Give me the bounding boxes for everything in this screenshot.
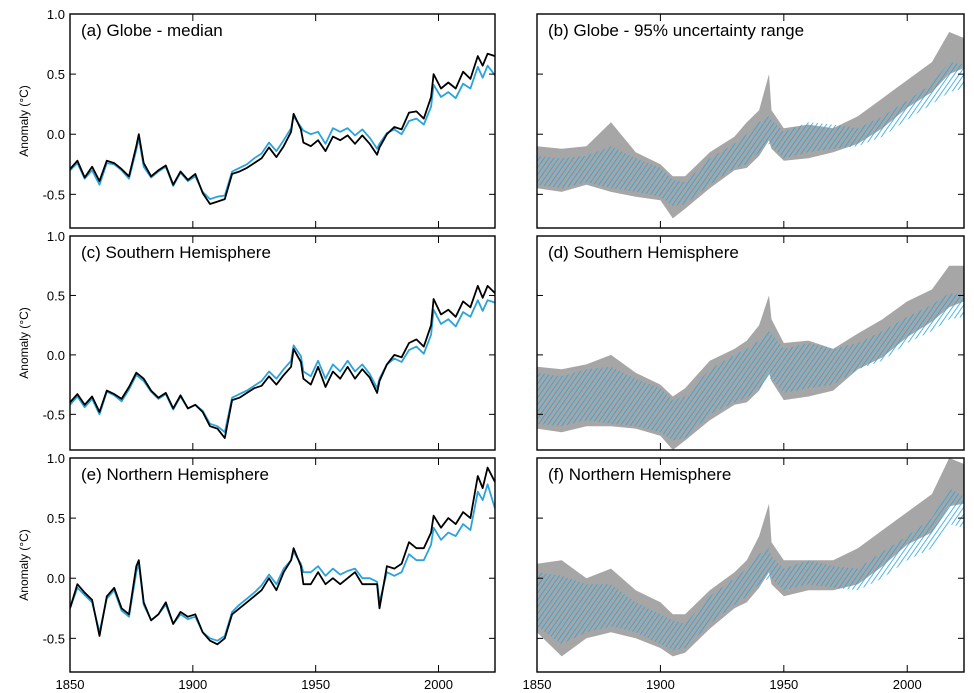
band-blue-b <box>537 62 964 207</box>
ytick-label-a-3: -0.5 <box>43 187 65 202</box>
panel-title-e: (e) Northern Hemisphere <box>81 465 269 484</box>
panel-frame-d <box>536 235 965 451</box>
xtick-label-f-3: 2000 <box>893 677 922 692</box>
xtick-label-f-0: 1850 <box>523 677 552 692</box>
panel-title-d: (d) Southern Hemisphere <box>548 243 739 262</box>
plot-area-f <box>537 458 964 657</box>
y-axis-label-c: Anomaly (°C) <box>17 307 31 378</box>
ytick-label-e-0: 1.0 <box>47 451 65 466</box>
panel-frame-e <box>69 457 496 673</box>
band-grey-b <box>537 32 964 219</box>
y-axis-label-a: Anomaly (°C) <box>17 85 31 156</box>
ytick-label-c-0: 1.0 <box>47 229 65 244</box>
plot-area-b <box>537 32 964 219</box>
ytick-label-e-2: 0.0 <box>47 571 65 586</box>
ytick-label-c-2: 0.0 <box>47 348 65 363</box>
plot-area-d <box>537 265 964 450</box>
plot-area-e <box>70 466 495 646</box>
xtick-label-e-3: 2000 <box>424 677 453 692</box>
xtick-label-e-2: 1950 <box>301 677 330 692</box>
panel-f: 1850 1900 1950 2000 (f) Northern Hemisphere <box>523 457 965 692</box>
ytick-label-e-3: -0.5 <box>43 631 65 646</box>
plot-area-c <box>70 284 495 440</box>
series-line-black-a <box>70 52 495 205</box>
xtick-label-e-0: 1850 <box>56 677 85 692</box>
series-line-black-c <box>70 284 495 440</box>
series-line-black-e <box>70 466 495 646</box>
panel-e: 1.0 0.5 0.0 -0.5 1850 1900 1950 2000 (e) Norther… <box>17 451 496 692</box>
ytick-label-c-3: -0.5 <box>43 407 65 422</box>
ytick-label-e-1: 0.5 <box>47 511 65 526</box>
band-blue-d <box>537 293 964 441</box>
series-line-blue-e <box>70 483 495 642</box>
series-line-blue-a <box>70 64 495 201</box>
panel-frame-a <box>69 13 496 229</box>
panel-title-f: (f) Northern Hemisphere <box>548 465 731 484</box>
panel-c: 1.0 0.5 0.0 -0.5 (c) Southern Hemisphere Anom… <box>17 229 496 451</box>
panel-title-c: (c) Southern Hemisphere <box>81 243 271 262</box>
xtick-label-f-1: 1900 <box>646 677 675 692</box>
panel-title-a: (a) Globe - median <box>81 21 223 40</box>
xtick-label-e-1: 1900 <box>178 677 207 692</box>
panel-frame-b <box>536 13 965 229</box>
panel-d: (d) Southern Hemisphere <box>536 235 965 451</box>
ytick-label-a-1: 0.5 <box>47 67 65 82</box>
ytick-label-c-1: 0.5 <box>47 288 65 303</box>
panel-title-b: (b) Globe - 95% uncertainty range <box>548 21 804 40</box>
xtick-label-f-2: 1950 <box>769 677 798 692</box>
y-axis-label-e: Anomaly (°C) <box>17 529 31 600</box>
panel-frame-f <box>536 457 965 673</box>
band-blue-f <box>537 488 964 651</box>
ytick-label-a-2: 0.0 <box>47 127 65 142</box>
plot-area-a <box>70 52 495 205</box>
ytick-label-a-0: 1.0 <box>47 7 65 22</box>
panel-a: 1.0 0.5 0.0 -0.5 (a) Globe - median Anomaly (… <box>17 7 496 229</box>
panel-b: (b) Globe - 95% uncertainty range <box>536 13 965 229</box>
panel-frame-c <box>69 235 496 451</box>
